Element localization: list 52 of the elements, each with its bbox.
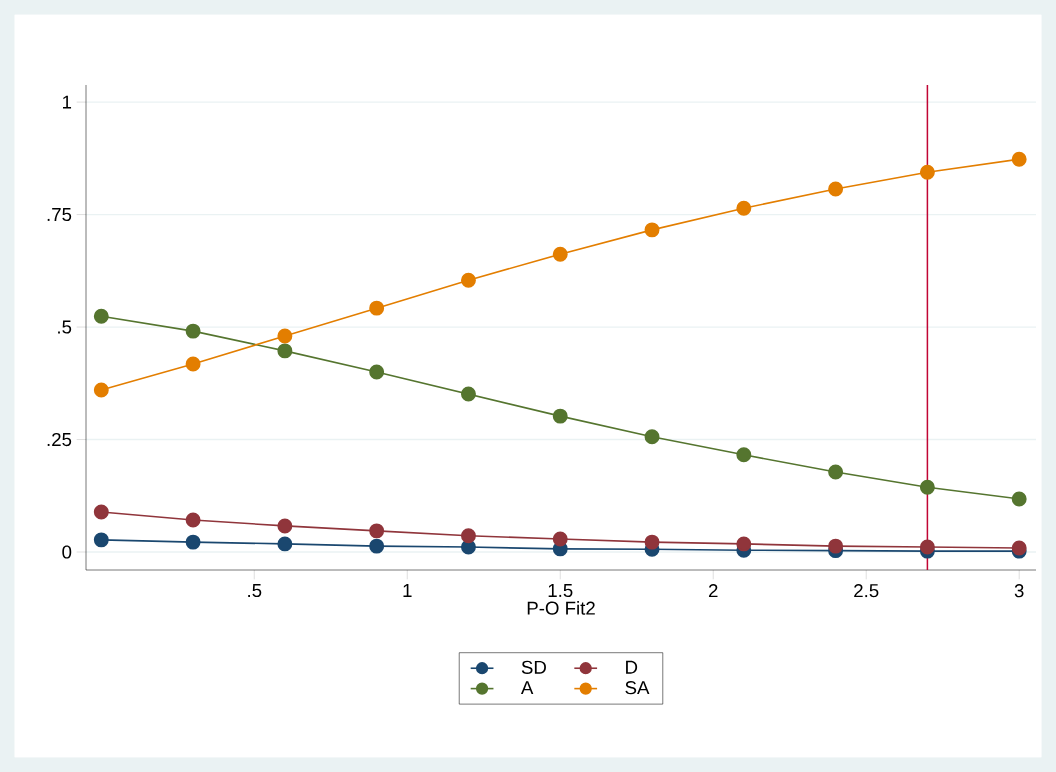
point (277, 518, 293, 534)
legend-label: A (520, 681, 534, 695)
point (736, 200, 752, 216)
point (277, 536, 293, 552)
point (277, 328, 293, 344)
point (93, 382, 109, 398)
point (93, 504, 109, 520)
point (644, 222, 660, 238)
x-tick-label: 2.5 (854, 584, 879, 598)
point (185, 323, 201, 339)
point (369, 523, 385, 539)
legend-label: SA (625, 681, 650, 695)
y-tick-label: .25 (47, 432, 72, 447)
point (369, 364, 385, 380)
point (185, 356, 201, 372)
point (93, 308, 109, 324)
x-tick-label: 3 (1014, 584, 1024, 598)
point (919, 479, 935, 495)
point (460, 528, 476, 544)
y-tick-label: .5 (58, 320, 72, 334)
point (369, 300, 385, 316)
point (552, 246, 568, 262)
point (736, 536, 752, 552)
point (828, 538, 844, 554)
y-tick-label: 0 (62, 545, 72, 559)
point (828, 464, 844, 480)
point (644, 534, 660, 550)
point (460, 272, 476, 288)
point (185, 534, 201, 550)
point (460, 386, 476, 402)
y-tick-label: 1 (63, 95, 72, 109)
x-axis-title: P-O Fit2 (527, 601, 595, 615)
point (93, 532, 109, 548)
x-tick-label: 2 (708, 584, 718, 598)
x-tick-label: .5 (248, 584, 262, 598)
point (185, 512, 201, 528)
point (919, 164, 935, 180)
y-tick-label: .75 (47, 208, 72, 222)
point (552, 408, 568, 424)
point (828, 181, 844, 197)
point (1011, 491, 1027, 507)
point (552, 531, 568, 547)
point (277, 343, 293, 359)
point (919, 539, 935, 555)
point (1011, 151, 1027, 167)
x-tick-label: 1 (403, 584, 412, 597)
point (736, 447, 752, 463)
x-tick-label: 1.5 (548, 584, 573, 598)
legend-label: D (626, 660, 638, 674)
legend-label: SD (521, 660, 546, 674)
point (644, 429, 660, 445)
point (369, 538, 385, 554)
